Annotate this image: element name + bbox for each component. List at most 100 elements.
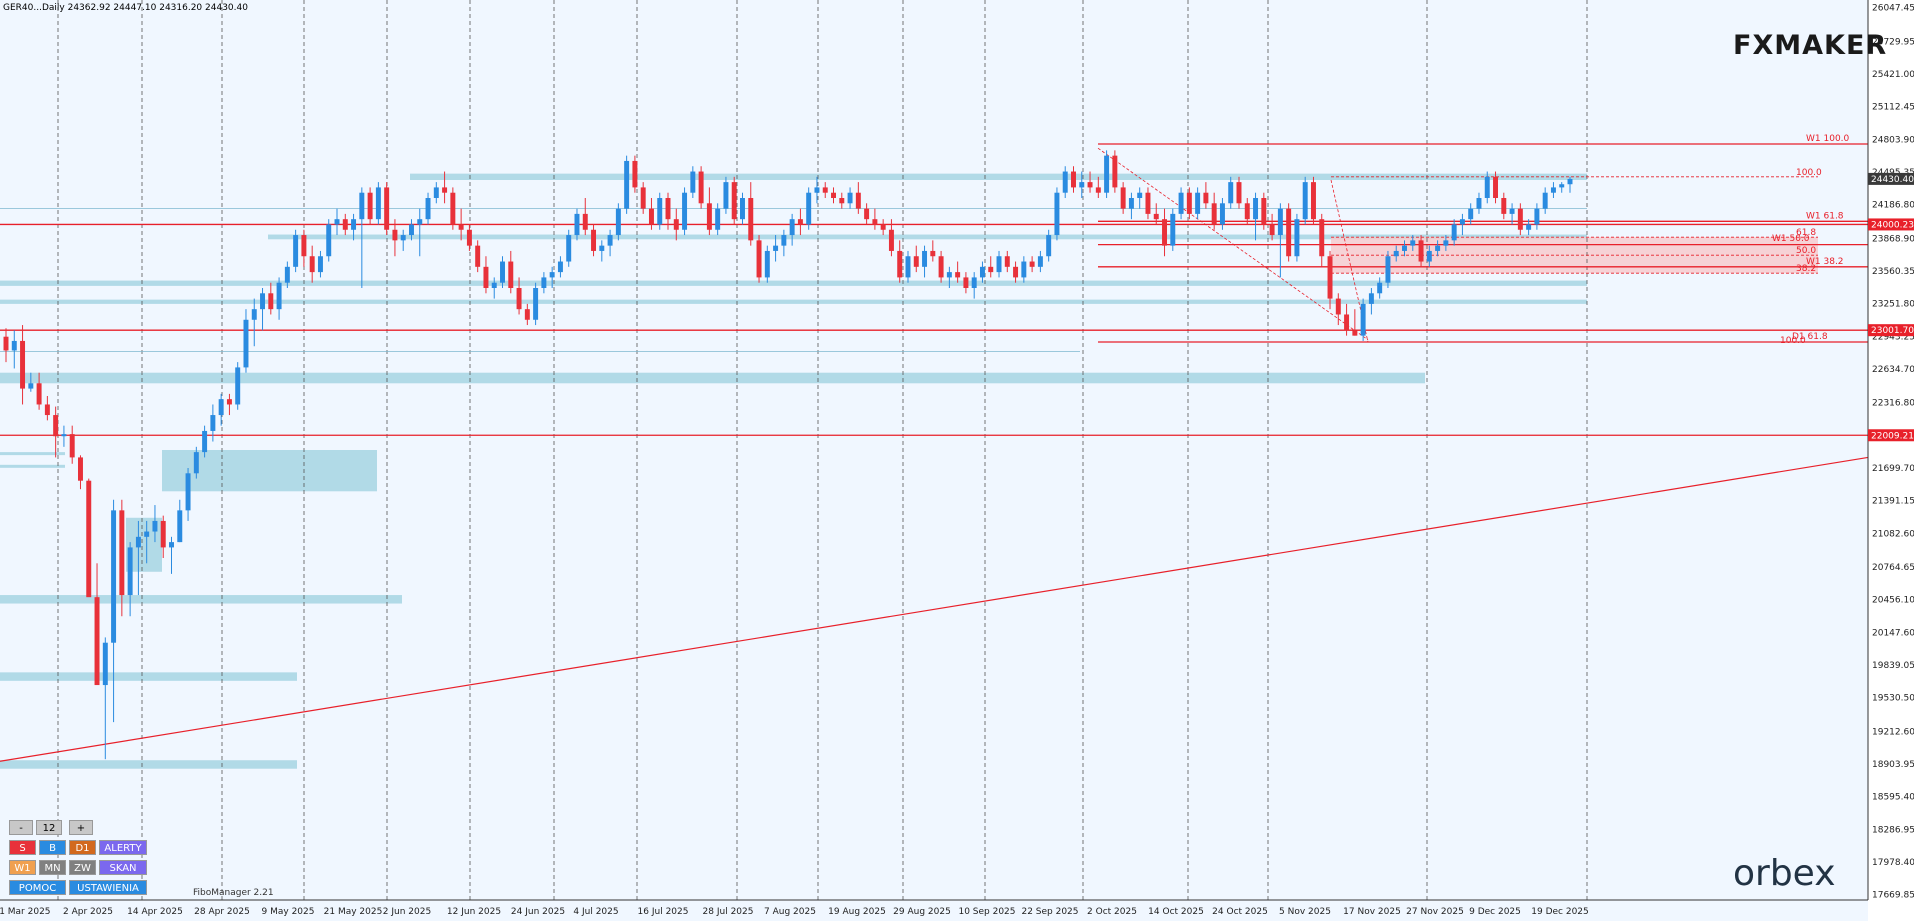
fxmaker-logo: FXMAKER xyxy=(1733,30,1888,61)
candle xyxy=(1037,250,1043,273)
candle-body xyxy=(458,224,464,230)
sell-button[interactable]: S xyxy=(9,840,36,855)
candle xyxy=(1029,256,1035,273)
candle xyxy=(979,261,985,283)
candle xyxy=(442,171,448,204)
timeframe-w1-button[interactable]: W1 xyxy=(9,860,36,875)
candle xyxy=(1236,176,1242,209)
timeframe-mn-button[interactable]: MN xyxy=(39,860,66,875)
candle-body xyxy=(1145,192,1151,214)
candle xyxy=(69,425,75,464)
help-button[interactable]: POMOC xyxy=(9,880,66,895)
candle-body xyxy=(1004,256,1010,267)
candle-body xyxy=(1426,250,1432,262)
price-tick-labels: 26047.45 25729.95 25421.00 25112.45 24803.90… xyxy=(1872,4,1914,901)
candle-body xyxy=(690,171,696,193)
date-tick: 22 Sep 2025 xyxy=(1021,907,1078,917)
sr-zone xyxy=(410,173,1587,180)
candle-body xyxy=(624,160,630,209)
candle-body xyxy=(392,229,398,241)
candle xyxy=(1319,213,1325,267)
candle-body xyxy=(1550,187,1556,193)
candle xyxy=(557,256,563,278)
candle-body xyxy=(367,192,373,220)
candle xyxy=(740,192,745,225)
trendline xyxy=(0,456,1869,762)
symbol-info: GER40...Daily 24362.92 24447.10 24316.20… xyxy=(3,3,248,13)
candle xyxy=(1211,192,1217,230)
candle-body xyxy=(317,256,323,273)
candle-body xyxy=(193,452,199,474)
zw-button[interactable]: ZW xyxy=(69,860,96,875)
candle-body xyxy=(1327,256,1333,299)
candle xyxy=(806,187,812,230)
candle-body xyxy=(44,404,50,416)
candle-body xyxy=(326,224,332,257)
candle-body xyxy=(814,187,820,193)
scan-button[interactable]: SKAN xyxy=(99,860,147,875)
candle xyxy=(202,425,208,458)
candle-body xyxy=(111,510,117,643)
symbol-name: GER40...Daily xyxy=(3,3,65,13)
candle-body xyxy=(36,383,42,405)
fibo-dashed-label: 38.2 xyxy=(1796,264,1816,274)
candle xyxy=(1443,235,1449,251)
price-tick: 24186.80 xyxy=(1872,201,1914,211)
zoom-minus-button[interactable]: - xyxy=(9,820,33,835)
candle xyxy=(500,256,505,288)
date-tick: 17 Nov 2025 xyxy=(1343,907,1401,917)
candle-body xyxy=(309,256,315,273)
candle xyxy=(185,468,191,521)
price-tick: 17978.40 xyxy=(1872,858,1914,868)
candle-body xyxy=(135,536,141,548)
candle-body xyxy=(20,340,26,389)
candle xyxy=(665,192,671,230)
candle-body xyxy=(955,272,961,278)
zoom-plus-button[interactable]: + xyxy=(69,820,93,835)
candle-body xyxy=(466,229,472,246)
fibo-label: W1 38.2 xyxy=(1806,257,1844,267)
candle-body xyxy=(582,213,588,230)
candle-body xyxy=(1509,208,1515,214)
candle-body xyxy=(1170,213,1176,246)
candle xyxy=(1095,176,1101,198)
date-tick: 28 Jul 2025 xyxy=(703,907,754,917)
candle xyxy=(756,235,762,283)
price-tick: 23251.80 xyxy=(1872,300,1914,310)
settings-button[interactable]: USTAWIENIA xyxy=(69,880,147,895)
timeframe-d1-button[interactable]: D1 xyxy=(69,840,96,855)
candle-body xyxy=(351,219,357,230)
candle-body xyxy=(1319,219,1325,257)
orbex-logo: orbex xyxy=(1733,853,1836,894)
candle xyxy=(1286,203,1292,262)
price-tag-bg xyxy=(1868,324,1914,337)
candle-body xyxy=(1335,298,1341,315)
candle-body xyxy=(1302,182,1308,220)
candle-body xyxy=(251,309,257,320)
candle-body xyxy=(566,235,572,262)
candle-body xyxy=(119,510,125,596)
candle-body xyxy=(450,192,456,225)
candle-body xyxy=(1062,171,1068,193)
candle-body xyxy=(1095,187,1101,193)
candle xyxy=(839,192,845,209)
candle xyxy=(1079,171,1085,198)
candle-body xyxy=(632,160,638,188)
dashed-trendline xyxy=(1330,179,1369,343)
price-tick: 25421.00 xyxy=(1872,70,1914,80)
candle xyxy=(301,229,307,267)
buy-button[interactable]: B xyxy=(39,840,66,855)
fibo-dashed-label: 100.0 xyxy=(1796,168,1822,178)
alerts-button[interactable]: ALERTY xyxy=(99,840,147,855)
candle-body xyxy=(773,245,779,251)
candle-body xyxy=(1112,155,1118,188)
candle-body xyxy=(475,245,481,267)
candle-body xyxy=(359,192,365,220)
candle xyxy=(1004,250,1010,273)
candle xyxy=(864,203,870,225)
sr-zone xyxy=(0,760,297,769)
price-tags: 24430.40 24000.23 23001.70 22009.21 xyxy=(1868,172,1914,442)
candle-body xyxy=(500,261,505,283)
price-tick: 25112.45 xyxy=(1872,103,1914,113)
